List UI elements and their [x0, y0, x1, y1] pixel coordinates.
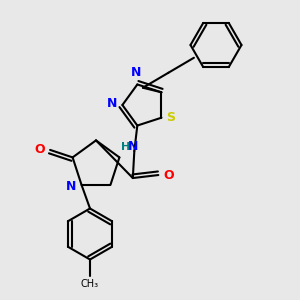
Text: N: N [130, 66, 141, 79]
Text: N: N [106, 97, 117, 110]
Text: S: S [166, 111, 175, 124]
Text: N: N [66, 180, 76, 193]
Text: N: N [128, 140, 138, 153]
Text: O: O [164, 169, 174, 182]
Text: O: O [34, 143, 45, 156]
Text: H: H [121, 142, 130, 152]
Text: CH₃: CH₃ [81, 279, 99, 289]
